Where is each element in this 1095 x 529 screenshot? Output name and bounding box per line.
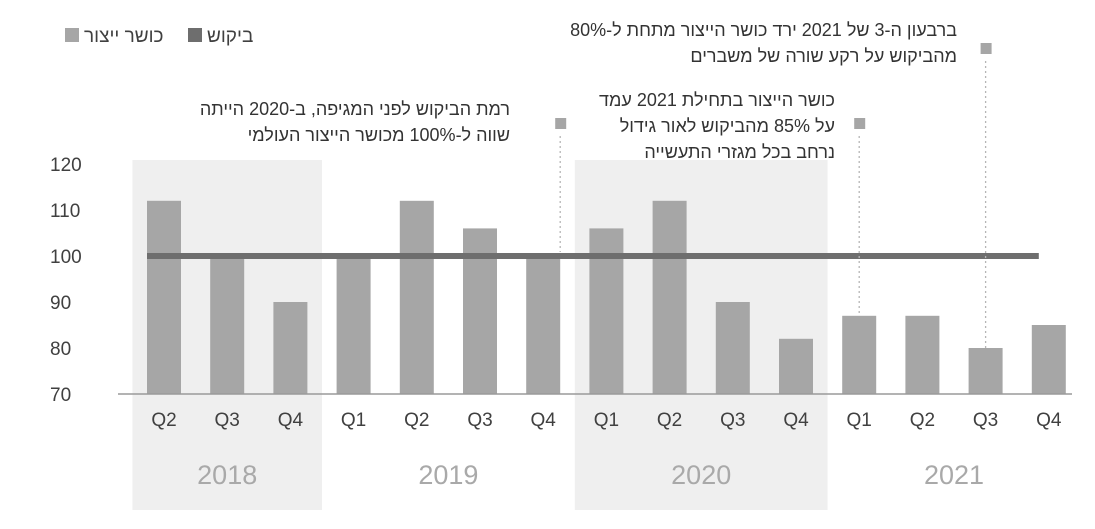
x-tick-label: Q3 (467, 410, 492, 431)
year-label-2021: 2021 (924, 460, 984, 490)
year-label-2019: 2019 (418, 460, 478, 490)
annotation-q3-2021-line2: מהביקוש על רקע שורה של משברים (690, 46, 957, 66)
x-tick-label: Q2 (657, 410, 682, 431)
x-tick-label: Q2 (151, 410, 176, 431)
x-tick-label: Q2 (910, 410, 935, 431)
capacity-bar (273, 302, 308, 394)
x-tick-label: Q3 (720, 410, 745, 431)
year-label-2018: 2018 (197, 460, 257, 490)
annotation-prepandemic-line1: רמת הביקוש לפני המגיפה, ב-2020 הייתה (199, 99, 510, 119)
annotation-early-2021-line3: נרחב בכל מגזרי התעשייה (644, 142, 835, 162)
x-tick-label: Q4 (278, 410, 304, 431)
x-tick-label: Q1 (341, 410, 366, 431)
capacity-bar (842, 315, 877, 394)
legend-swatch-capacity (65, 28, 79, 42)
y-tick-label: 100 (50, 247, 82, 268)
annotation-prepandemic-line2: שווה ל-100% מכושר הייצור העולמי (247, 125, 510, 145)
legend-label-demand: ביקוש (207, 26, 253, 47)
legend-label-capacity: כושר ייצור (84, 26, 164, 47)
x-tick-label: Q4 (1036, 410, 1062, 431)
x-tick-label: Q1 (594, 410, 619, 431)
y-tick-label: 120 (50, 155, 82, 176)
capacity-bars (147, 200, 1066, 394)
x-tick-label: Q4 (531, 410, 557, 431)
x-tick-label: Q4 (783, 410, 809, 431)
x-tick-label: Q3 (973, 410, 998, 431)
y-tick-label: 80 (50, 339, 71, 360)
x-tick-label: Q3 (215, 410, 240, 431)
x-tick-label: Q1 (847, 410, 872, 431)
capacity-bar (526, 256, 561, 394)
y-tick-label: 90 (50, 293, 71, 314)
year-label-2020: 2020 (671, 460, 731, 490)
capacity-bar (399, 200, 434, 394)
annotation-leaders (555, 43, 992, 348)
annotation-q3-2021-line1: ברבעון ה-3 של 2021 ירד כושר הייצור מתחת … (570, 20, 957, 40)
x-axis: Q2 Q3 Q4 Q1 Q2 Q3 Q4 Q1 Q2 Q3 Q4 Q1 Q2 Q3 Q4 (118, 393, 1072, 431)
annotation-early-2021-line2: על 85% מהביקוש לאור גידול (619, 116, 835, 136)
y-tick-label: 70 (50, 385, 71, 406)
capacity-bar (336, 256, 371, 394)
capacity-bar (1031, 325, 1066, 394)
leader-marker (980, 43, 992, 54)
leader-marker (854, 118, 866, 129)
capacity-bar (147, 200, 181, 394)
annotation-early-2021: כושר הייצור בתחילת 2021 עמד על 85% מהביק… (599, 87, 835, 165)
legend: ביקוש כושר ייצור (65, 26, 253, 47)
capacity-bar (905, 315, 940, 394)
x-tick-label: Q2 (404, 410, 429, 431)
capacity-bar (779, 338, 813, 394)
capacity-bar (715, 302, 750, 394)
legend-swatch-demand (188, 28, 202, 42)
y-axis: 70 80 90 100 110 120 (50, 155, 82, 406)
capacity-bar (968, 348, 1003, 394)
annotation-early-2021-line1: כושר הייצור בתחילת 2021 עמד (599, 90, 835, 110)
y-tick-label: 110 (50, 201, 80, 222)
leader-marker (555, 118, 567, 129)
annotation-q3-2021: ברבעון ה-3 של 2021 ירד כושר הייצור מתחת … (570, 17, 957, 69)
capacity-bar (210, 256, 245, 394)
capacity-bar (652, 200, 687, 394)
annotation-prepandemic: רמת הביקוש לפני המגיפה, ב-2020 הייתה שוו… (200, 96, 510, 148)
